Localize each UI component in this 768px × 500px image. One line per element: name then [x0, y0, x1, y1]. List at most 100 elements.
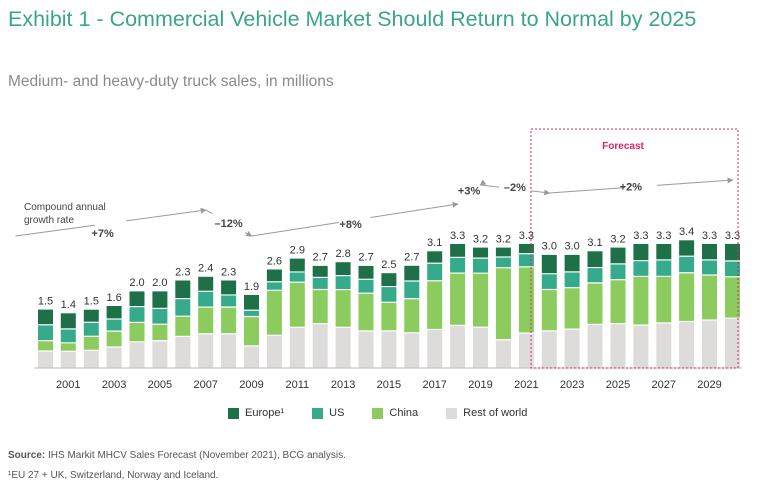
growth-rate-label: Compound annual growth rate	[24, 202, 109, 226]
bars-layer	[38, 240, 740, 369]
bar-segment-us-2005	[152, 309, 168, 324]
x-tick-2007: 2007	[193, 379, 217, 391]
bar-segment-europe-2014	[358, 265, 374, 279]
bar-segment-us-2004	[129, 307, 145, 322]
bar-segment-europe-2003	[106, 306, 122, 319]
total-label-2002: 1.5	[84, 296, 99, 308]
bar-segment-us-2029	[702, 260, 717, 275]
bar-segment-restofworld-2012	[312, 324, 328, 368]
total-label-2010: 2.6	[267, 255, 282, 267]
bar-segment-restofworld-2011	[289, 327, 305, 369]
bar-segment-us-2019	[473, 258, 488, 273]
bar-segment-restofworld-2020	[495, 340, 511, 368]
bar-segment-us-2023	[564, 272, 580, 288]
bar-segment-us-2020	[495, 257, 511, 268]
total-label-2020: 3.2	[496, 233, 511, 245]
bar-segment-us-2011	[289, 272, 305, 282]
bar-segment-europe-2019	[473, 247, 488, 258]
bar-segment-restofworld-2016	[404, 333, 420, 368]
bar-segment-china-2015	[381, 302, 397, 331]
bar-segment-us-2026	[633, 261, 649, 276]
x-tick-2023: 2023	[560, 379, 584, 391]
bar-segment-restofworld-2019	[473, 327, 488, 369]
bar-segment-us-2007	[198, 291, 214, 307]
bar-segment-us-2018	[450, 257, 466, 273]
bar-segment-europe-2030	[725, 243, 740, 261]
bar-segment-europe-2013	[335, 262, 351, 275]
x-tick-2029: 2029	[697, 379, 721, 391]
bar-segment-china-2010	[266, 290, 282, 335]
total-label-2015: 2.5	[381, 259, 396, 271]
legend-label-rest-of-world: Rest of world	[463, 407, 528, 419]
x-tick-2001: 2001	[56, 379, 80, 391]
x-tick-2011: 2011	[285, 379, 309, 391]
footnote: ¹EU 27 + UK, Switzerland, Norway and Ice…	[8, 470, 219, 481]
legend-swatch-china	[372, 407, 384, 419]
total-label-2023: 3.0	[564, 241, 579, 253]
bar-segment-europe-2020	[495, 247, 511, 257]
bar-segment-china-2021	[518, 267, 534, 333]
legend: Europe¹ US China Rest of world	[228, 407, 555, 419]
legend-item-china: China	[372, 407, 418, 419]
x-tick-2025: 2025	[606, 379, 630, 391]
bar-segment-us-2016	[404, 281, 420, 298]
legend-label-europe: Europe¹	[245, 407, 285, 419]
legend-swatch-rest-of-world	[446, 407, 458, 419]
chart-title: Exhibit 1 - Commercial Vehicle Market Sh…	[8, 7, 697, 31]
bar-segment-europe-2000	[38, 309, 53, 325]
total-label-2029: 3.3	[702, 230, 717, 242]
legend-swatch-europe	[228, 407, 239, 419]
x-tick-2027: 2027	[652, 379, 676, 391]
bar-segment-europe-2023	[564, 254, 580, 272]
bar-segment-restofworld-2006	[175, 337, 191, 368]
bar-segment-us-2001	[60, 329, 76, 343]
bar-segment-china-2007	[198, 307, 214, 334]
growth-arrow-3-tail	[251, 222, 339, 237]
bar-segment-europe-2021	[518, 244, 534, 254]
bar-segment-us-2010	[266, 282, 282, 290]
bar-segment-us-2015	[381, 287, 397, 302]
total-label-2004: 2.0	[129, 277, 144, 289]
total-label-2009: 1.9	[244, 281, 259, 293]
total-label-2000: 1.5	[38, 295, 53, 307]
bar-segment-china-2011	[289, 282, 305, 327]
bar-segment-restofworld-2004	[129, 342, 145, 368]
bar-segment-europe-2022	[541, 254, 557, 274]
bar-segment-restofworld-2029	[702, 320, 717, 369]
bar-segment-europe-2015	[381, 273, 397, 286]
bar-segment-china-2030	[725, 277, 740, 318]
bar-segment-us-2009	[244, 310, 259, 316]
growth-rate-5: –2%	[504, 182, 526, 194]
bar-segment-restofworld-2007	[198, 334, 214, 368]
bar-segment-restofworld-2009	[244, 346, 259, 368]
bar-segment-china-2024	[587, 283, 603, 324]
bar-segment-europe-2007	[198, 276, 214, 291]
bar-segment-restofworld-2028	[679, 322, 695, 368]
growth-arrow-2-tail	[205, 209, 213, 215]
bar-segment-restofworld-2026	[633, 325, 649, 368]
source-note: Source: IHS Markit MHCV Sales Forecast (…	[8, 450, 346, 461]
growth-arrow-4-tail	[456, 203, 458, 206]
growth-rate-label-line-1: Compound annual	[24, 202, 106, 213]
total-label-2011: 2.9	[290, 244, 305, 256]
bar-segment-us-2008	[221, 295, 237, 307]
growth-arrow-3-head	[370, 201, 459, 218]
bar-segment-us-2014	[358, 279, 374, 293]
x-tick-2019: 2019	[468, 379, 492, 391]
total-label-2014: 2.7	[358, 252, 373, 264]
bar-segment-europe-2005	[152, 291, 168, 308]
total-label-2022: 3.0	[542, 241, 557, 253]
total-label-2027: 3.3	[656, 230, 671, 242]
growth-rate-3: +8%	[339, 219, 362, 231]
x-tick-2013: 2013	[331, 379, 355, 391]
x-tick-2009: 2009	[239, 379, 263, 391]
growth-rate-label-line-2: growth rate	[24, 215, 74, 226]
bar-segment-restofworld-2021	[518, 333, 534, 368]
total-label-2001: 1.4	[61, 299, 76, 311]
bar-segment-restofworld-2003	[106, 347, 122, 368]
bar-segment-china-2018	[450, 273, 466, 325]
bar-segment-europe-2024	[587, 251, 603, 267]
bar-segment-china-2005	[152, 324, 168, 341]
legend-swatch-us	[312, 407, 324, 419]
